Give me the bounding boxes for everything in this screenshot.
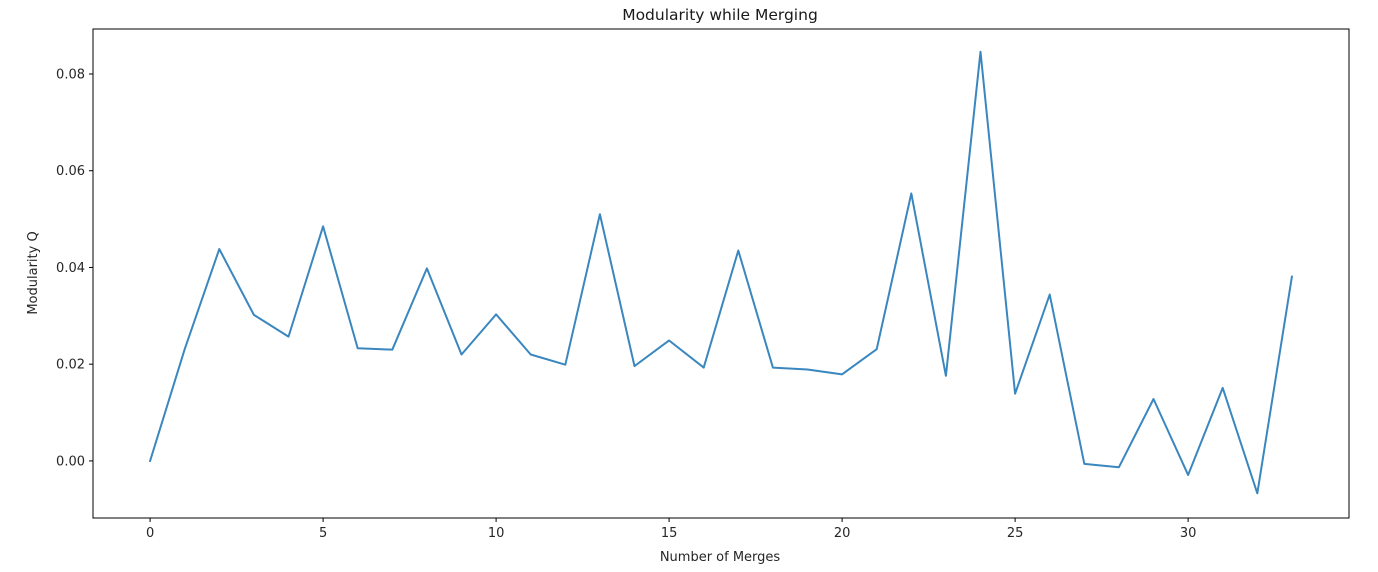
plot-frame [92, 28, 1350, 519]
y-tick-label: 0.08 [56, 67, 85, 82]
series-line [148, 50, 1294, 495]
y-tick-label: 0.06 [56, 164, 85, 179]
y-tick-label: 0.02 [56, 358, 85, 373]
y-axis: 0.00 0.02 0.04 0.06 0.08 [56, 67, 93, 469]
x-tick-label: 5 [319, 526, 327, 541]
x-tick-label: 30 [1180, 526, 1197, 541]
y-axis-label: Modularity Q [26, 231, 41, 314]
y-tick-label: 0.04 [56, 261, 85, 276]
y-tick-label: 0.00 [56, 454, 85, 469]
x-tick-label: 0 [146, 526, 154, 541]
x-axis: 0 5 10 15 20 25 30 [146, 518, 1196, 541]
chart-title: Modularity while Merging [622, 6, 818, 24]
x-tick-label: 10 [488, 526, 505, 541]
plot-area [148, 50, 1294, 495]
x-tick-label: 25 [1007, 526, 1024, 541]
x-tick-label: 15 [661, 526, 678, 541]
x-tick-label: 20 [834, 526, 851, 541]
x-axis-label: Number of Merges [660, 550, 781, 565]
